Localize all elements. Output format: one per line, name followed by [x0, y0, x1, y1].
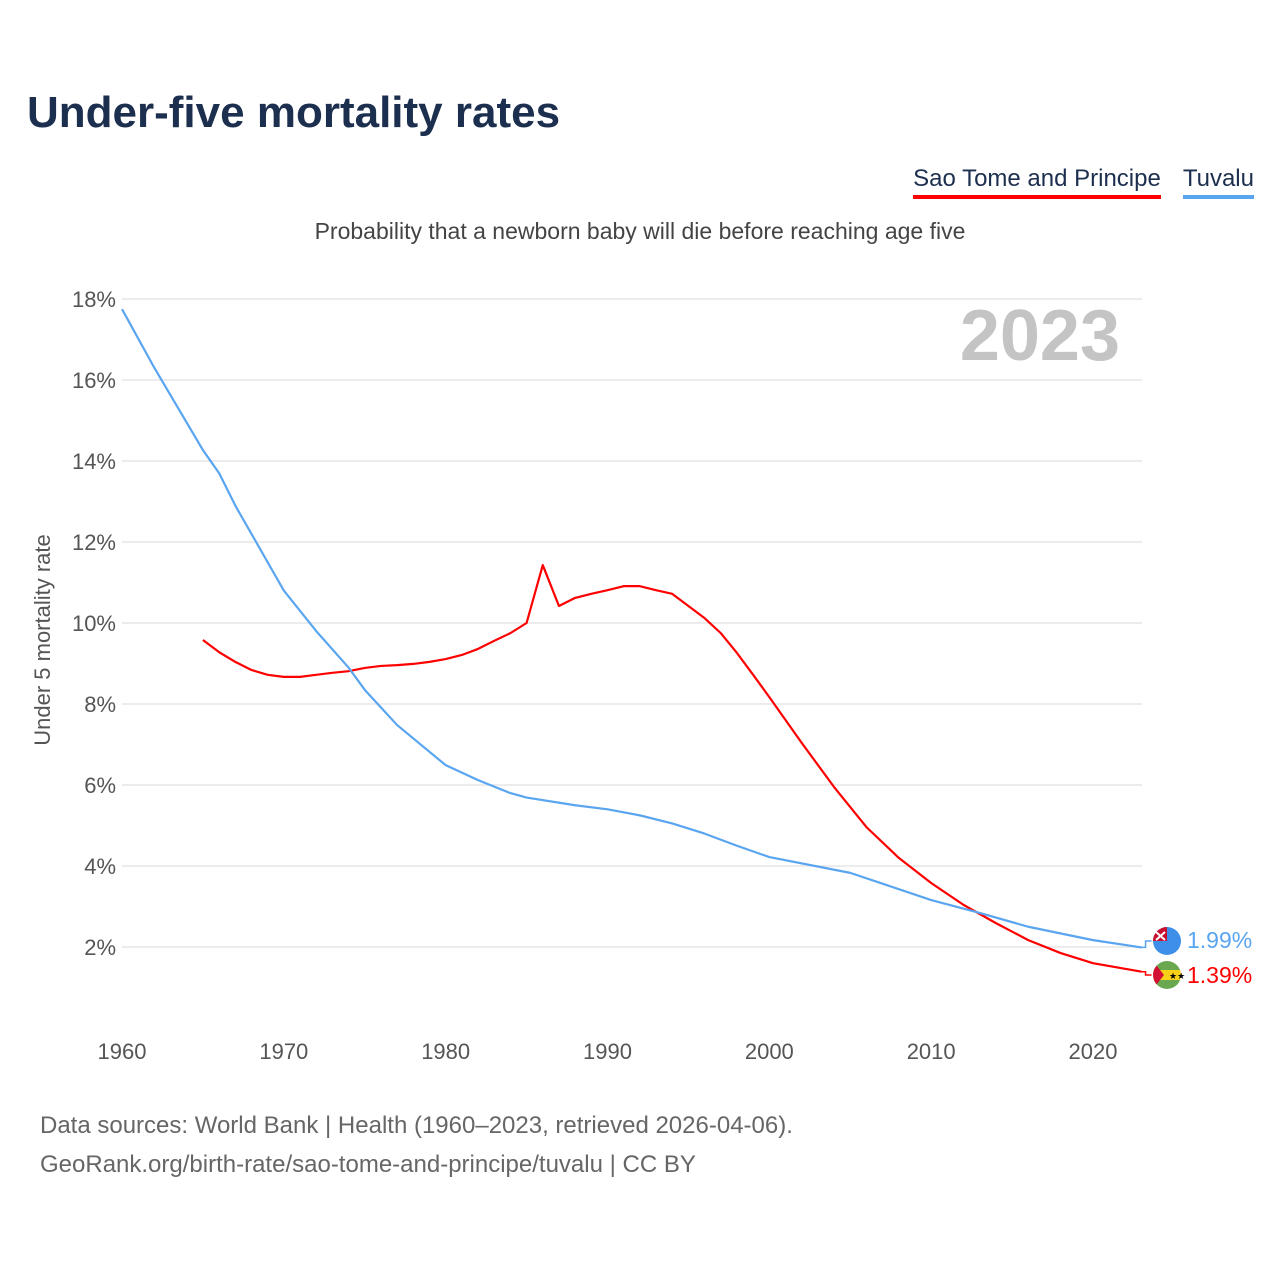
sao-tome-flag-icon: ★★: [1153, 961, 1185, 989]
end-label-connector: [1141, 940, 1152, 949]
tuvalu-flag-icon: [1153, 927, 1181, 955]
y-tick-label: 4%: [84, 854, 116, 879]
series-line-sao-tome[interactable]: [202, 563, 1142, 973]
series-line-tuvalu[interactable]: [121, 308, 1142, 949]
x-tick-label: 2020: [1069, 1039, 1118, 1064]
year-watermark: 2023: [960, 296, 1120, 376]
y-tick-label: 16%: [72, 368, 116, 393]
sao-tome-end-label: 1.39%: [1187, 962, 1252, 988]
y-tick-label: 12%: [72, 530, 116, 555]
legend-item-tuvalu[interactable]: Tuvalu: [1182, 165, 1254, 199]
source-line-1: Data sources: World Bank | Health (1960–…: [40, 1112, 793, 1139]
y-tick-label: 14%: [72, 449, 116, 474]
source-line-2[interactable]: GeoRank.org/birth-rate/sao-tome-and-prin…: [40, 1151, 696, 1178]
chart-subtitle: Probability that a newborn baby will die…: [314, 218, 966, 244]
end-label-connector: [1141, 970, 1152, 976]
y-tick-label: 8%: [84, 692, 116, 717]
legend-item-sao-tome[interactable]: Sao Tome and Principe: [913, 165, 1161, 199]
source-note: Data sources: World Bank | Health (1960–…: [40, 1106, 793, 1184]
tuvalu-end-label: 1.99%: [1187, 927, 1252, 953]
x-tick-label: 1980: [421, 1039, 470, 1064]
x-tick-label: 2000: [745, 1039, 794, 1064]
x-tick-label: 1960: [98, 1039, 147, 1064]
y-tick-label: 2%: [84, 935, 116, 960]
y-tick-label: 6%: [84, 773, 116, 798]
svg-text:★★: ★★: [1169, 971, 1185, 981]
chart-title: Under-five mortality rates: [27, 88, 561, 137]
x-tick-label: 2010: [907, 1039, 956, 1064]
y-tick-label: 18%: [72, 287, 116, 312]
y-tick-label: 10%: [72, 611, 116, 636]
x-tick-label: 1990: [583, 1039, 632, 1064]
x-tick-label: 1970: [259, 1039, 308, 1064]
legend: Sao Tome and Principe Tuvalu: [913, 165, 1254, 199]
y-axis-label: Under 5 mortality rate: [30, 534, 55, 746]
